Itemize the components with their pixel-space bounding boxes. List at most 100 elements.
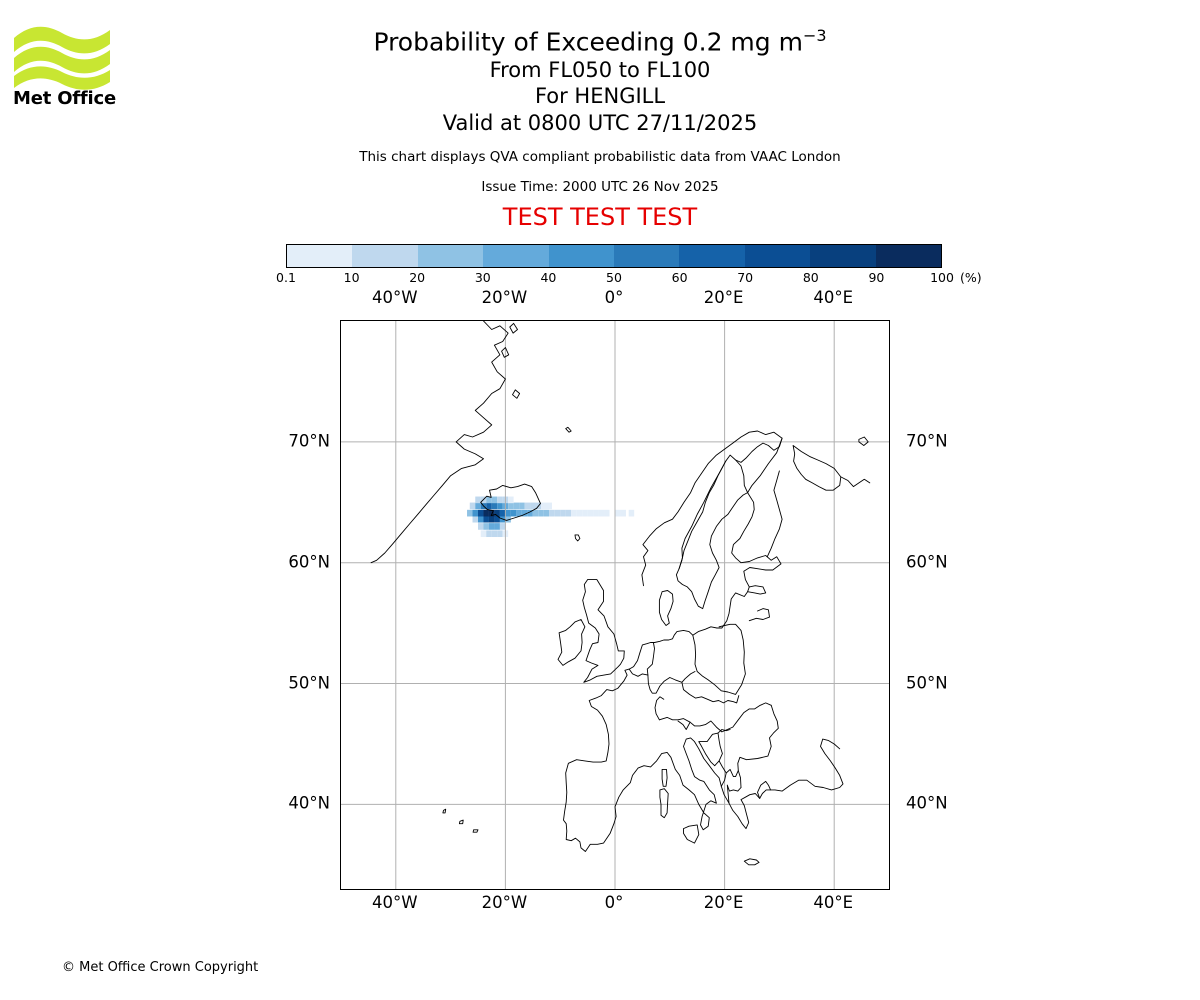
longitude-tick-label: 0° [604,893,624,912]
ash-probability-cell [593,509,599,517]
logo-text: Met Office [13,88,117,109]
coastline-path [509,322,518,334]
colorbar: 0.1 10 20 30 40 50 60 70 80 90 100 [276,244,954,290]
latitude-tick-label: 60°N [288,552,330,572]
coastline-path [654,696,665,721]
coastline-path [678,460,727,570]
ash-probability-cell [472,509,478,517]
ash-probability-cell [576,509,583,517]
ash-probability-cell [488,509,495,517]
ash-probability-cell [486,502,492,510]
coastline-path [501,347,510,358]
longitude-tick-label: 40°E [813,288,854,307]
ash-probability-map[interactable] [340,320,890,890]
ash-probability-cell [549,509,555,517]
ash-probability-cell [497,496,503,504]
colorbar-tick-label: 10 [343,270,360,285]
coastline-path [658,590,674,626]
colorbar-tick-label: 70 [737,270,754,285]
ash-probability-cell [620,509,626,517]
colorbar-segment-2 [417,245,484,267]
colorbar-tick-label: 40 [540,270,557,285]
longitude-axis-top: 40°W 20°W 0° 20°E 40°E [0,288,1200,310]
title-text: Probability of Exceeding 0.2 mg m [373,27,803,57]
ash-probability-cell [469,502,476,510]
ash-probability-cell [510,509,517,517]
ash-probability-cell [475,496,481,504]
ash-probability-cell [505,509,511,517]
graticule-layer [341,321,889,889]
title-exponent: −3 [802,26,827,45]
ash-probability-cell [478,515,484,523]
coastline-path [512,389,521,399]
ash-probability-cell [499,509,506,517]
ash-plume-layer [467,496,635,538]
ash-probability-cell [571,509,577,517]
ash-probability-cell [497,530,503,538]
page-title: Probability of Exceeding 0.2 mg m−3 [0,26,1200,57]
coastline-path [480,483,541,521]
ash-probability-cell [560,509,566,517]
longitude-tick-label: 40°W [372,893,418,912]
coastline-path [757,780,772,799]
coastline-path [725,768,739,778]
latitude-tick-label: 50°N [288,673,330,693]
longitude-tick-label: 20°W [481,893,528,912]
ash-probability-cell [478,509,484,517]
test-banner: TEST TEST TEST [502,203,698,232]
ash-probability-cell [541,502,547,510]
coastline-path [661,768,668,787]
colorbar-tick-label: 100 [930,270,954,285]
coastline-path [766,470,783,558]
colorbar-tick-label: 30 [474,270,491,285]
ash-probability-cell [582,509,588,517]
latitude-axis-left: 40°N 50°N 60°N 70°N [216,320,336,890]
ash-probability-cell [615,509,621,517]
longitude-tick-label: 20°E [703,288,744,307]
coastline-path [792,445,842,491]
coastline-path [747,437,783,494]
colorbar-segment-8 [810,245,876,267]
ash-probability-cell [491,530,498,538]
ash-probability-cell [488,523,495,530]
coastline-path [735,459,749,494]
ash-probability-cell [491,496,498,504]
coastline-path [858,436,869,446]
ash-probability-cell [546,502,552,510]
coastline-layer [370,321,871,866]
coastline-path [458,819,464,825]
copyright-footer: © Met Office Crown Copyright [62,960,259,975]
coastline-path [840,476,871,488]
ash-probability-cell [488,515,495,523]
coastline-path [565,426,572,433]
volcano-line: For HENGILL [534,84,666,109]
coastline-path [677,720,691,730]
longitude-tick-label: 0° [604,288,624,307]
coastline-path [714,760,727,787]
longitude-tick-label: 40°E [813,893,854,912]
latitude-tick-label: 50°N [906,673,948,693]
colorbar-segment-1 [352,245,418,267]
ash-probability-cell [538,509,544,517]
ash-probability-cell [499,523,506,530]
ash-probability-cell [478,523,484,530]
coastline-path [743,858,760,866]
coastline-path [628,668,649,677]
latitude-axis-right: 40°N 50°N 60°N 70°N [900,320,1020,890]
latitude-tick-label: 60°N [906,552,948,572]
ash-probability-cell [519,502,525,510]
ash-probability-cell [604,509,610,517]
ash-probability-cell [483,515,489,523]
coastline-path [472,829,479,833]
ash-probability-cell [524,502,531,510]
colorbar-tick-label: 80 [802,270,819,285]
coastline-path [557,619,586,666]
coastline-path [717,729,731,734]
colorbar-ticks: 0.1 10 20 30 40 50 60 70 80 90 100 [276,270,954,290]
ash-probability-cell [491,502,498,510]
ash-probability-cell [494,523,500,530]
ash-probability-cell [494,515,500,523]
coastline-path [726,784,742,804]
longitude-tick-label: 40°W [372,288,418,307]
ash-probability-cell [472,515,478,523]
